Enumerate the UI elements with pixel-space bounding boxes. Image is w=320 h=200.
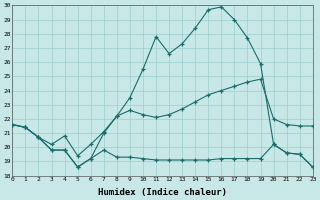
X-axis label: Humidex (Indice chaleur): Humidex (Indice chaleur) <box>98 188 227 197</box>
